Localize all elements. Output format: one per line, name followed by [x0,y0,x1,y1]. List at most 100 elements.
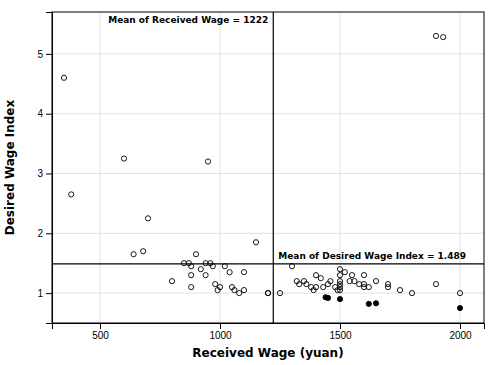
annotation: Mean of Received Wage = 1222 [108,15,268,25]
grid-line [340,12,341,323]
tick-label: 4 [37,108,43,119]
point [210,264,215,269]
tick: 1000 [209,323,232,341]
tick-label: 1500 [329,330,352,341]
point [337,288,342,293]
tick: 1500 [329,323,352,341]
point [145,216,150,221]
tick-mark [460,323,461,329]
point [217,285,222,290]
point [237,290,242,295]
point [397,288,402,293]
tick-mark [46,293,52,294]
point [313,273,318,278]
tick-mark [340,323,341,329]
point [121,156,126,161]
tick: 3 [37,168,52,179]
grid-line [52,233,484,234]
tick-mark [46,173,52,174]
tick-mark [46,114,52,115]
grid-line [52,293,484,294]
series [441,35,446,40]
point [253,240,258,245]
grid-line [100,12,101,323]
annotation: Mean of Desired Wage Index = 1.489 [278,251,466,261]
point [241,270,246,275]
point [313,285,318,290]
y-axis-title: Desired Wage Index [3,100,17,236]
point [304,282,309,287]
marks [52,12,484,323]
grid-line [220,12,221,323]
y-axis: 1 2 3 4 5 [37,13,52,324]
point [328,279,333,284]
point [441,35,446,40]
x-axis: 500 1000 1500 2000 [53,323,485,341]
point [289,264,294,269]
point [385,285,390,290]
point [337,267,342,272]
point [265,290,270,295]
point [189,273,194,278]
point [373,301,378,306]
point [349,273,354,278]
point [198,267,203,272]
grid-line [52,173,484,174]
point [352,279,357,284]
tick-label: 500 [92,330,109,341]
point [265,290,270,295]
point [213,282,218,287]
tick-label: 1 [37,288,43,299]
point [433,282,438,287]
point [232,288,237,293]
point [193,252,198,257]
point [361,273,366,278]
point [141,249,146,254]
point [457,290,462,295]
tick: 500 [92,323,109,341]
reference-line [273,12,274,323]
grid-line [52,113,484,114]
point [277,290,282,295]
point [169,279,174,284]
point [325,295,330,300]
point [337,273,342,278]
x-axis-title: Received Wage (yuan) [192,346,343,360]
point [205,159,210,164]
tick-mark [220,323,221,329]
point [366,301,371,306]
point [61,75,66,80]
point [321,285,326,290]
chart: 500 1000 1500 2000 1 2 3 4 5 Mean of Received Wag… [0,0,500,365]
point [337,296,342,301]
grid-line [460,12,461,323]
reference-line [52,263,484,264]
tick-mark [46,233,52,234]
x-axis-line [53,324,485,330]
tick-label: 1000 [209,330,232,341]
tick: 4 [37,108,52,119]
series [323,295,463,311]
tick-mark [46,54,52,55]
tick-label: 3 [37,168,43,179]
point [203,273,208,278]
point [342,270,347,275]
point [366,285,371,290]
plot-frame [52,12,484,323]
tick-label: 2000 [449,330,472,341]
tick-label: 5 [37,49,43,60]
tick: 1 [37,288,52,299]
plot: 500 1000 1500 2000 1 2 3 4 5 Mean of Received Wag… [37,12,484,341]
point [318,276,323,281]
point [457,305,462,310]
point [241,288,246,293]
point [131,252,136,257]
point [189,285,194,290]
tick: 2 [37,228,52,239]
grid-line [52,53,484,54]
point [227,270,232,275]
point [69,192,74,197]
grid [52,12,484,323]
point [189,264,194,269]
y-axis-line [46,13,53,324]
